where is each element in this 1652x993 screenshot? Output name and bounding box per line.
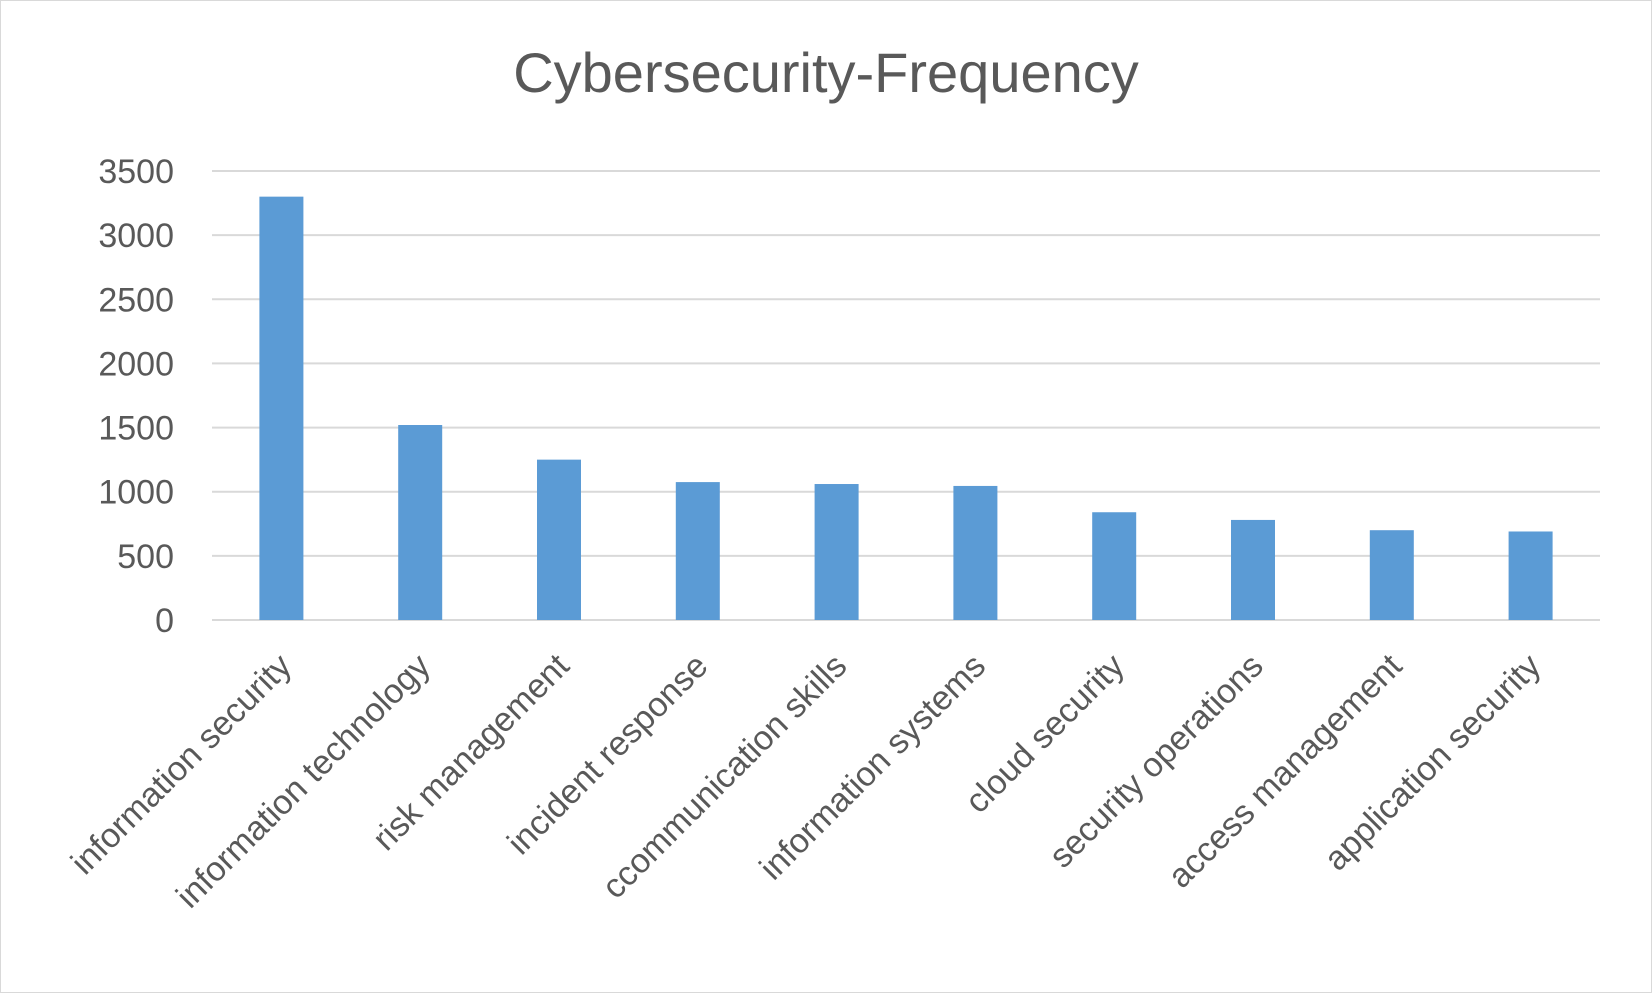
bar <box>675 482 720 620</box>
y-axis-tick-labels: 0 500 1000 1500 2000 2500 3000 3500 <box>98 153 174 640</box>
bars <box>259 196 1553 620</box>
bar <box>1369 530 1414 620</box>
bar <box>398 425 443 620</box>
y-tick-label: 2500 <box>98 281 174 319</box>
bar <box>953 485 998 620</box>
x-category-label: access management <box>1161 646 1410 895</box>
bar <box>814 484 859 620</box>
y-tick-label: 3500 <box>98 153 174 191</box>
x-category-label: ccommunication skills <box>595 647 854 906</box>
x-category-label: information systems <box>752 647 993 888</box>
bar <box>537 459 581 620</box>
y-tick-label: 500 <box>117 538 174 576</box>
bar <box>1231 519 1275 620</box>
gridlines <box>212 170 1600 621</box>
bar <box>259 196 304 620</box>
y-tick-label: 3000 <box>98 217 174 255</box>
y-tick-label: 1500 <box>98 410 174 448</box>
x-category-label: information technology <box>169 647 438 916</box>
y-tick-label: 1000 <box>98 474 174 512</box>
bar <box>1508 531 1553 620</box>
bar <box>1092 512 1137 620</box>
y-tick-label: 2000 <box>98 345 174 383</box>
chart-title: Cybersecurity-Frequency <box>513 41 1139 104</box>
y-tick-label: 0 <box>155 602 174 640</box>
